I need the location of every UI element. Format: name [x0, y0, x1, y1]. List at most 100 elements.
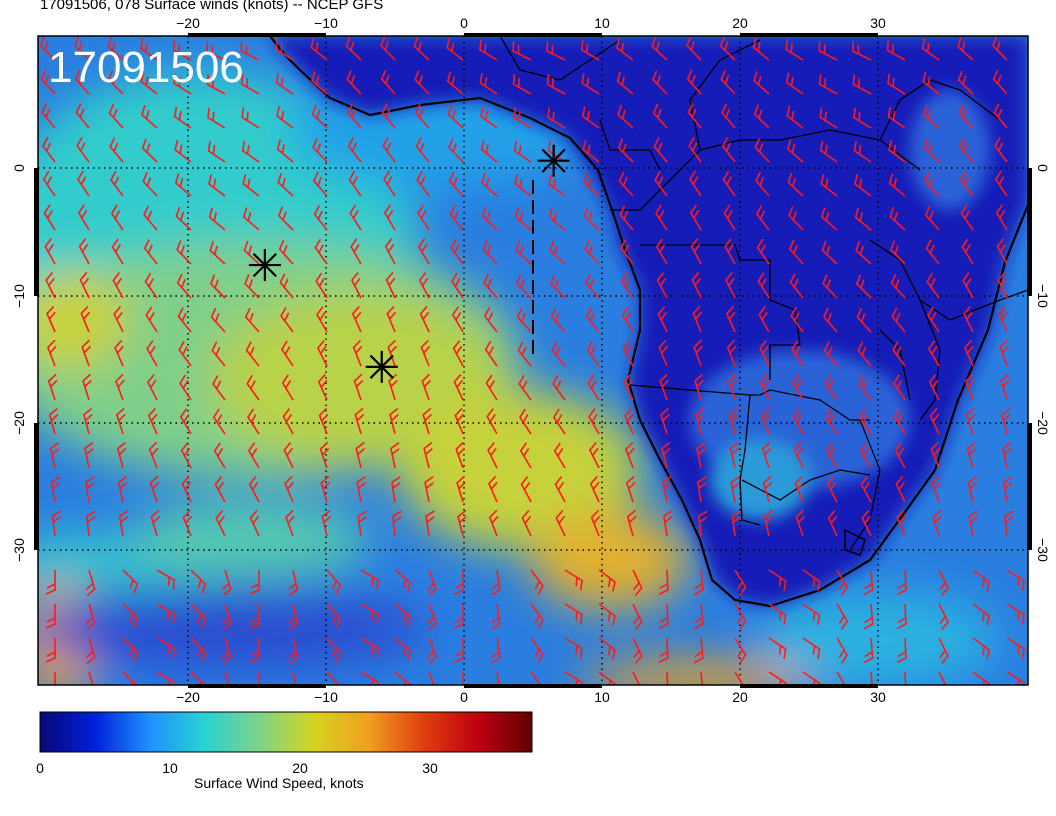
wind-barb [345, 36, 362, 61]
wind-barb [479, 106, 498, 129]
wind-barb [394, 603, 412, 627]
wind-barb [792, 408, 804, 435]
wind-barb [360, 603, 380, 625]
asterisk-markers [248, 144, 570, 383]
lat-tick-label: −20 [11, 411, 27, 435]
wind-barb [581, 106, 600, 129]
lat-tick-label: −20 [1035, 411, 1051, 435]
wind-barb [994, 136, 1008, 163]
wind-barb [275, 72, 294, 95]
wind-barb [280, 340, 294, 367]
wind-barb [928, 374, 940, 401]
wind-barb [326, 569, 342, 595]
wind-barb [520, 476, 532, 503]
wind-barb [175, 206, 192, 231]
wind-barb [887, 73, 906, 95]
lat-tick-label: −30 [11, 538, 27, 562]
wind-barb [455, 441, 465, 469]
wind-barb [585, 307, 600, 333]
date-stamp: 17091506 [48, 43, 244, 92]
wind-barb [887, 106, 906, 129]
wind-barb [546, 74, 566, 95]
lat-tick-label: 0 [1035, 164, 1051, 172]
wind-barb [513, 140, 532, 163]
wind-barb [282, 408, 294, 435]
wind-barb [346, 70, 362, 95]
wind-barb [721, 103, 736, 129]
wind-barb [49, 441, 60, 469]
wind-barb [425, 510, 435, 537]
wind-barb [794, 475, 805, 503]
wind-barb [482, 239, 498, 265]
wind-barb [457, 509, 467, 537]
wind-barb [785, 72, 804, 95]
wind-barb [690, 238, 702, 265]
wind-barb [45, 603, 56, 629]
wind-barb [860, 476, 872, 503]
wind-barb [479, 73, 498, 95]
wind-barb [80, 305, 91, 333]
colorbar-tick-label: 10 [162, 760, 178, 776]
lon-tick-label: −20 [176, 15, 200, 31]
wind-barb [790, 306, 804, 333]
wind-barb [355, 441, 366, 469]
wind-barb [788, 206, 804, 231]
wind-barb [959, 137, 974, 163]
wind-barb [391, 476, 401, 503]
wind-barb [420, 339, 431, 367]
wind-barb [427, 637, 438, 665]
wind-barb [857, 341, 872, 367]
wind-barb [42, 170, 56, 197]
wind-barb [111, 238, 124, 265]
wind-barb [519, 442, 532, 469]
wind-barb [114, 339, 124, 367]
wind-barb [789, 273, 804, 299]
wind-barb [802, 569, 821, 592]
wind-barb [118, 510, 129, 537]
wind-barb [893, 408, 906, 435]
wind-barb [938, 603, 949, 630]
wind-barb [454, 637, 465, 663]
wind-barb [696, 442, 706, 469]
wind-barb [550, 307, 566, 333]
wind-barb [207, 140, 226, 163]
wind-barb [326, 637, 342, 663]
wind-barb [822, 274, 838, 299]
wind-barb [895, 475, 906, 503]
wind-barb [177, 307, 192, 333]
wind-barb [688, 136, 702, 163]
wind-barb [208, 174, 226, 197]
wind-barb [961, 238, 974, 265]
wind-barb [146, 340, 158, 367]
wind-barb [357, 510, 367, 537]
wind-barb [417, 238, 430, 265]
wind-barb [659, 373, 669, 401]
wind-barb [818, 74, 838, 95]
wind-barb [350, 238, 362, 265]
wind-barb [516, 274, 532, 299]
wind-barb [548, 207, 566, 231]
wind-barb [695, 407, 705, 435]
wind-barb [424, 476, 434, 503]
wind-barb [760, 407, 771, 435]
wind-barb [450, 238, 464, 265]
wind-barb [149, 475, 160, 503]
wind-barb [454, 603, 465, 629]
wind-barb [623, 373, 634, 401]
wind-barb [179, 408, 192, 435]
wind-barb [993, 103, 1008, 129]
wind-barb [249, 671, 260, 685]
wind-barb [697, 476, 707, 503]
wind-barb [122, 671, 139, 685]
wind-barb [76, 170, 90, 197]
wind-barb [723, 204, 736, 231]
wind-barb [826, 442, 838, 469]
wind-barb [241, 107, 260, 129]
wind-barb [964, 373, 975, 401]
wind-barb [819, 140, 838, 163]
wind-barb [923, 138, 940, 163]
wind-barb [206, 74, 226, 95]
wind-barb [724, 238, 736, 265]
wind-barb [176, 240, 192, 265]
wind-barb [451, 272, 464, 299]
